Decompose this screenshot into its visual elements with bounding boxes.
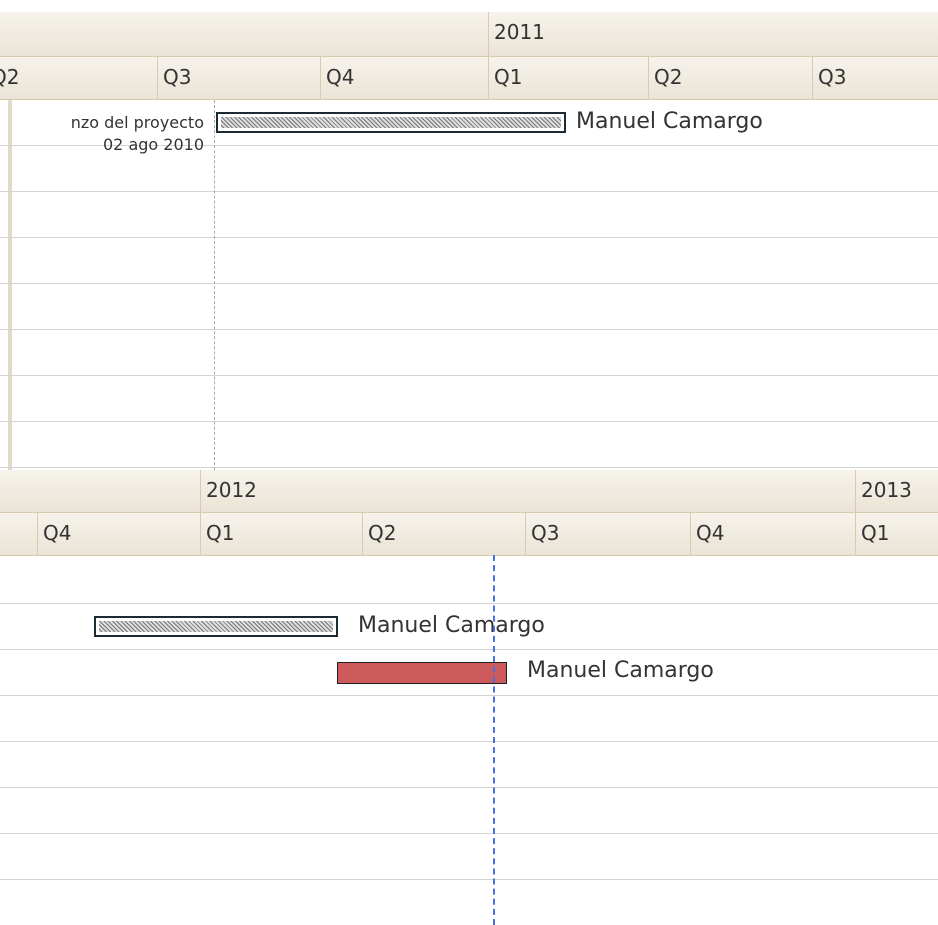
quarter-cell: Q1	[855, 513, 938, 555]
quarter-cell: Q1	[488, 57, 648, 99]
project-start-line	[214, 100, 215, 470]
row-line	[0, 467, 938, 468]
row-line	[0, 741, 938, 742]
quarter-cell: Q4	[320, 57, 488, 99]
row-line	[0, 375, 938, 376]
today-line	[493, 555, 495, 925]
row-line	[0, 695, 938, 696]
resource-label: Manuel Camargo	[527, 658, 714, 683]
top-gantt: 2011 Q2 Q3 Q4 Q1 Q2 Q3 nzo del proyecto …	[0, 12, 938, 470]
resource-label: Manuel Camargo	[358, 613, 545, 638]
row-line	[0, 833, 938, 834]
row-line	[0, 191, 938, 192]
quarter-header: Q4 Q1 Q2 Q3 Q4 Q1	[0, 513, 938, 556]
row-line	[0, 879, 938, 880]
year-cell: 2012	[200, 470, 855, 512]
quarter-header: Q2 Q3 Q4 Q1 Q2 Q3	[0, 57, 938, 100]
year-cell: 2011	[488, 12, 938, 56]
task-bar	[337, 662, 507, 684]
year-header: 2012 2013	[0, 470, 938, 513]
left-border	[8, 100, 12, 470]
quarter-cell: Q4	[690, 513, 855, 555]
quarter-cell: Q2	[362, 513, 525, 555]
milestone-text: nzo del proyecto	[70, 113, 204, 132]
row-line	[0, 603, 938, 604]
row-line	[0, 787, 938, 788]
quarter-cell: Q4	[37, 513, 200, 555]
row-line	[0, 649, 938, 650]
year-header: 2011	[0, 12, 938, 57]
row-line	[0, 421, 938, 422]
task-bar	[94, 616, 338, 637]
year-cell: 2013	[855, 470, 938, 512]
quarter-cell: Q2	[0, 65, 20, 89]
resource-label: Manuel Camargo	[576, 109, 763, 134]
row-line	[0, 283, 938, 284]
quarter-cell: Q3	[157, 57, 320, 99]
bottom-gantt: 2012 2013 Q4 Q1 Q2 Q3 Q4 Q1 Manuel Camar…	[0, 470, 938, 925]
quarter-cell: Q1	[200, 513, 362, 555]
task-bar	[216, 112, 566, 133]
year-cell	[0, 470, 200, 512]
quarter-cell: Q3	[525, 513, 690, 555]
milestone-date: 02 ago 2010	[103, 135, 204, 154]
row-line	[0, 237, 938, 238]
quarter-cell: Q2	[648, 57, 812, 99]
row-line	[0, 329, 938, 330]
milestone-label: nzo del proyecto 02 ago 2010	[14, 112, 204, 156]
quarter-cell: Q3	[812, 57, 938, 99]
year-cell	[0, 12, 488, 56]
row-line	[0, 145, 938, 146]
